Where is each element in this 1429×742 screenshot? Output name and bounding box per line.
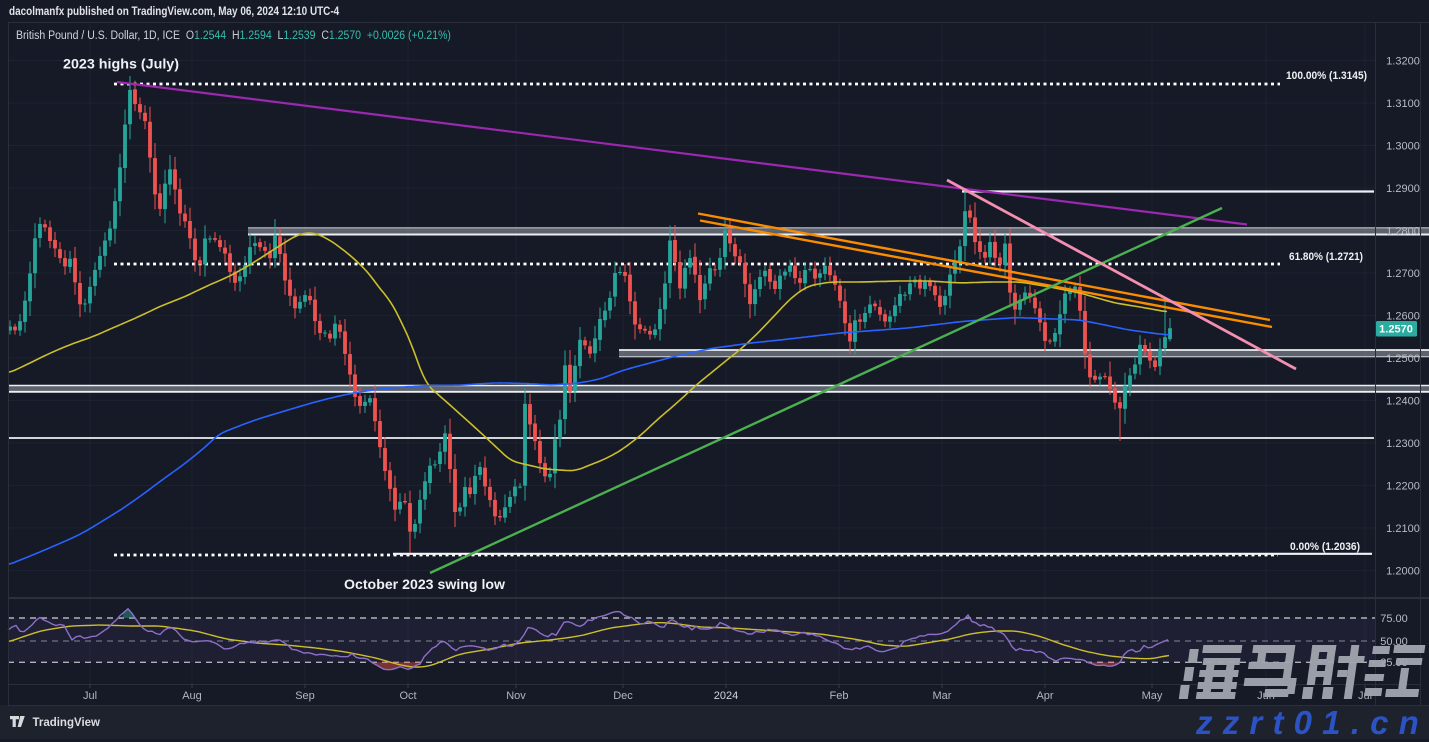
svg-text:Feb: Feb (830, 690, 849, 702)
svg-text:1.2500: 1.2500 (1386, 353, 1420, 365)
svg-text:2023 highs (July): 2023 highs (July) (63, 56, 179, 72)
svg-text:1.2700: 1.2700 (1386, 268, 1420, 280)
svg-text:1.3000: 1.3000 (1386, 141, 1420, 153)
svg-text:2024: 2024 (714, 690, 738, 702)
svg-text:Apr: Apr (1036, 690, 1053, 702)
svg-text:1.2100: 1.2100 (1386, 523, 1420, 535)
svg-text:0.00% (1.2036): 0.00% (1.2036) (1290, 541, 1360, 553)
svg-text:1.2400: 1.2400 (1386, 395, 1420, 407)
svg-text:1.2800: 1.2800 (1386, 226, 1420, 238)
svg-text:100.00% (1.3145): 100.00% (1.3145) (1286, 70, 1367, 82)
svg-text:Nov: Nov (506, 690, 526, 702)
svg-text:Aug: Aug (182, 690, 202, 702)
svg-text:Mar: Mar (933, 690, 952, 702)
svg-text:Dec: Dec (613, 690, 633, 702)
svg-text:1.2570: 1.2570 (1379, 324, 1413, 336)
svg-text:1.2200: 1.2200 (1386, 480, 1420, 492)
svg-text:October 2023 swing low: October 2023 swing low (344, 576, 505, 592)
svg-text:1.2900: 1.2900 (1386, 183, 1420, 195)
svg-text:Jul: Jul (83, 690, 97, 702)
svg-text:1.2600: 1.2600 (1386, 310, 1420, 322)
svg-text:May: May (1142, 690, 1163, 702)
svg-text:Sep: Sep (295, 690, 315, 702)
svg-text:1.3100: 1.3100 (1386, 98, 1420, 110)
svg-text:1.2000: 1.2000 (1386, 565, 1420, 577)
svg-text:Oct: Oct (399, 690, 416, 702)
svg-text:61.80% (1.2721): 61.80% (1.2721) (1289, 251, 1363, 263)
svg-text:1.3200: 1.3200 (1386, 56, 1420, 68)
svg-text:1.2300: 1.2300 (1386, 438, 1420, 450)
svg-text:75.00: 75.00 (1380, 613, 1408, 625)
